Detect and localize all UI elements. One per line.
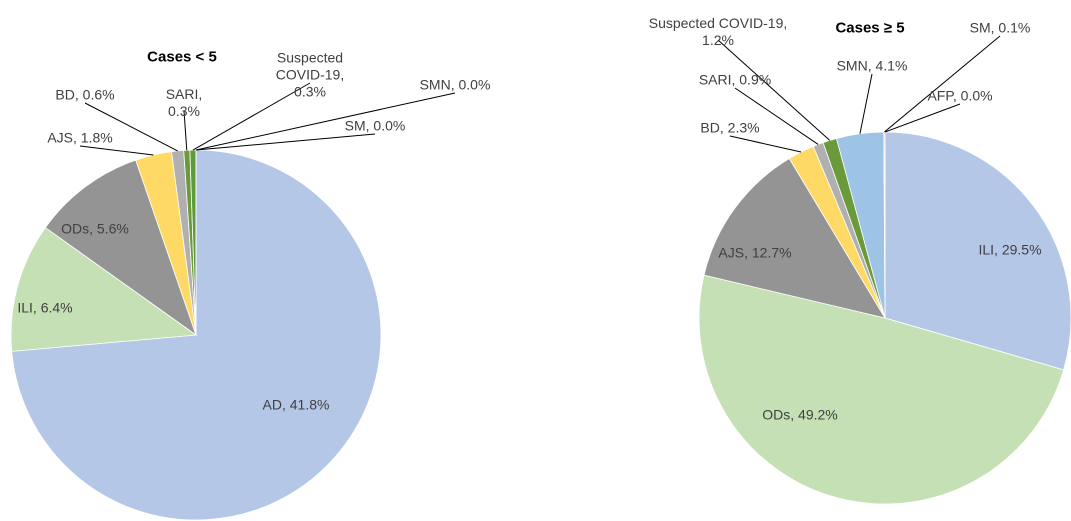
leader-line (195, 92, 456, 151)
data-label: SMN, 4.1% (836, 57, 908, 74)
pie-slice (698, 274, 1065, 505)
data-label: AJS, 1.8% (47, 129, 113, 146)
pie-slice (44, 159, 197, 337)
data-label: Suspected COVID-19, 1.2% (648, 15, 788, 48)
chart-title: Cases ≥ 5 (835, 19, 905, 37)
leader-line (859, 73, 873, 134)
data-label: AJS, 12.7% (718, 244, 792, 261)
data-label: AD, 41.8% (262, 396, 330, 413)
leader-line (79, 145, 154, 156)
leader-line (84, 102, 178, 152)
data-label: SM, 0.0% (344, 117, 406, 134)
data-label: AFP, 0.0% (927, 87, 993, 104)
data-label: SARI, 0.3% (165, 86, 203, 119)
leader-line (183, 110, 188, 151)
data-label: ODs, 5.6% (61, 220, 129, 237)
pie-slice (703, 157, 886, 319)
pie-slice (10, 227, 198, 352)
leader-line (884, 35, 1001, 133)
data-label: BD, 2.3% (700, 119, 760, 136)
leader-line (734, 87, 819, 145)
leader-line (195, 133, 376, 151)
leader-line (192, 82, 311, 151)
data-label: ILI, 29.5% (978, 241, 1042, 258)
data-label: SARI, 0.9% (698, 71, 772, 88)
data-label: ILI, 6.4% (17, 299, 73, 316)
leader-line (717, 39, 831, 141)
leader-line (729, 135, 802, 153)
data-label: SM, 0.1% (969, 19, 1031, 36)
leader-line (884, 103, 961, 133)
data-label: ODs, 49.2% (762, 406, 838, 423)
data-label: Suspected COVID-19, 0.3% (275, 49, 345, 100)
data-label: BD, 0.6% (55, 86, 115, 103)
data-label: SMN, 0.0% (419, 76, 491, 93)
chart-title: Cases < 5 (147, 48, 217, 66)
